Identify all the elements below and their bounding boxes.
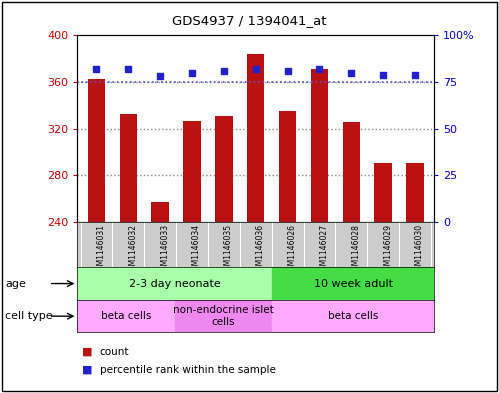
- Point: [188, 70, 196, 76]
- Text: GSM1146032: GSM1146032: [128, 224, 137, 275]
- Text: GSM1146035: GSM1146035: [224, 224, 233, 275]
- Text: cell type: cell type: [5, 311, 52, 321]
- Point: [411, 72, 419, 78]
- Bar: [175, 300, 272, 332]
- Text: non-endocrine islet
cells: non-endocrine islet cells: [173, 305, 273, 327]
- Point: [92, 66, 100, 72]
- Point: [347, 70, 355, 76]
- Text: GSM1146029: GSM1146029: [383, 224, 392, 275]
- Text: GSM1146028: GSM1146028: [351, 224, 360, 275]
- Point: [220, 68, 228, 74]
- Text: beta cells: beta cells: [101, 311, 151, 321]
- Bar: [272, 267, 434, 300]
- Text: beta cells: beta cells: [328, 311, 378, 321]
- Text: percentile rank within the sample: percentile rank within the sample: [100, 365, 275, 375]
- Text: GDS4937 / 1394041_at: GDS4937 / 1394041_at: [172, 14, 327, 27]
- Bar: [342, 122, 360, 222]
- Point: [379, 72, 387, 78]
- Text: GSM1146036: GSM1146036: [255, 224, 265, 275]
- Text: 10 week adult: 10 week adult: [313, 279, 393, 288]
- Bar: [151, 202, 169, 222]
- Bar: [374, 163, 392, 222]
- Bar: [183, 121, 201, 222]
- Bar: [77, 300, 175, 332]
- Text: GSM1146026: GSM1146026: [287, 224, 296, 275]
- Text: ■: ■: [82, 347, 93, 357]
- Point: [283, 68, 291, 74]
- Text: GSM1146031: GSM1146031: [96, 224, 105, 275]
- Bar: [272, 300, 434, 332]
- Point: [315, 66, 323, 72]
- Bar: [406, 163, 424, 222]
- Bar: [120, 114, 137, 222]
- Text: GSM1146034: GSM1146034: [192, 224, 201, 275]
- Text: GSM1146030: GSM1146030: [415, 224, 424, 275]
- Text: age: age: [5, 279, 26, 288]
- Point: [124, 66, 132, 72]
- Bar: [247, 54, 264, 222]
- Bar: [88, 79, 105, 222]
- Bar: [279, 111, 296, 222]
- Bar: [215, 116, 233, 222]
- Bar: [77, 267, 272, 300]
- Text: count: count: [100, 347, 129, 357]
- Point: [251, 66, 259, 72]
- Text: 2-3 day neonate: 2-3 day neonate: [129, 279, 221, 288]
- Point: [156, 73, 164, 79]
- Bar: [311, 69, 328, 222]
- Text: GSM1146033: GSM1146033: [160, 224, 169, 275]
- Text: GSM1146027: GSM1146027: [319, 224, 328, 275]
- Text: ■: ■: [82, 365, 93, 375]
